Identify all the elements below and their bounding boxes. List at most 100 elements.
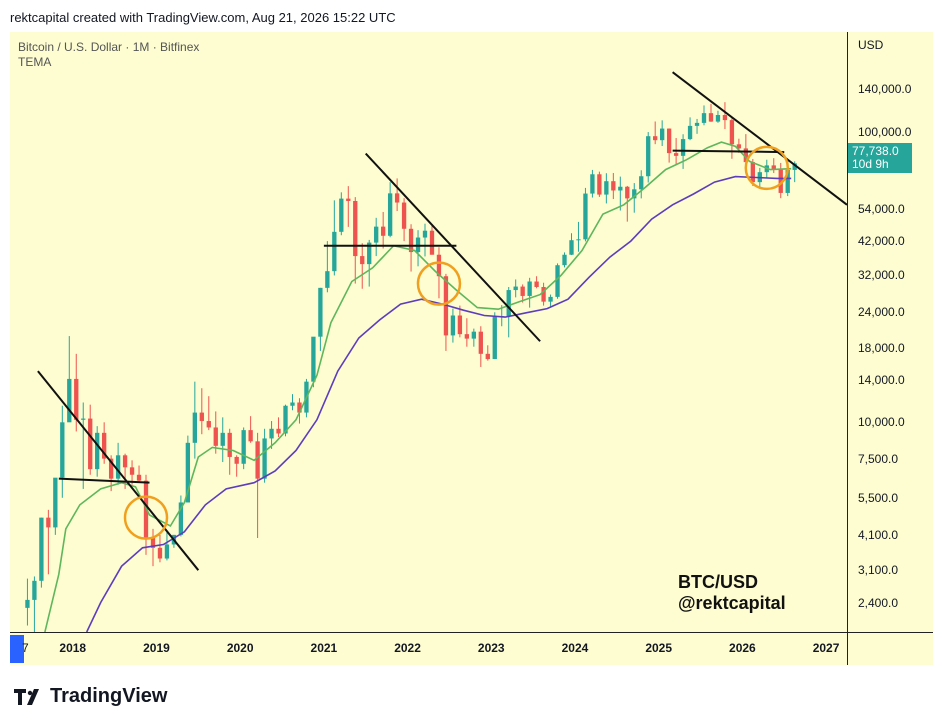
candle-body	[164, 544, 170, 559]
currency-label[interactable]: USD	[858, 38, 884, 52]
candle-body	[729, 120, 735, 145]
candle-body	[220, 432, 225, 446]
candle-body	[722, 115, 728, 121]
candle-body	[234, 456, 239, 464]
price-tick-label: 100,000.0	[858, 124, 912, 139]
candle-body	[122, 455, 128, 468]
candle-body	[325, 271, 330, 288]
candle-body	[618, 186, 623, 191]
candle-body	[115, 455, 121, 479]
price-tick-label: 32,000.0	[858, 268, 905, 283]
candle-body	[367, 242, 372, 265]
price-tick-label: 24,000.0	[858, 304, 905, 319]
chart-container[interactable]: Bitcoin / U.S. Dollar · 1M · Bitfinex TE…	[10, 32, 933, 665]
indicator-name[interactable]: TEMA	[18, 55, 52, 69]
candle-body	[339, 198, 344, 232]
candle-body	[778, 169, 783, 193]
candle-body	[213, 427, 218, 446]
candle-body	[576, 239, 581, 241]
candle-body	[150, 538, 156, 548]
candle-body	[506, 290, 511, 317]
candle-body	[227, 432, 232, 457]
candle-body	[673, 153, 679, 156]
candle-body	[457, 315, 463, 335]
support-line	[672, 149, 785, 154]
chart-header: rektcapital created with TradingView.com…	[10, 10, 396, 25]
candle-body	[283, 405, 288, 434]
symbol-title[interactable]: Bitcoin / U.S. Dollar · 1M · Bitfinex	[18, 40, 200, 54]
candle-body	[129, 467, 135, 475]
scroll-marker[interactable]	[10, 635, 24, 663]
trendline	[672, 71, 847, 206]
candle-body	[108, 458, 114, 479]
candle-body	[387, 193, 393, 236]
price-axis[interactable]: USD 77,738.0 10d 9h 140,000.0 100,000.0 54…	[847, 32, 933, 632]
highlight-circle	[744, 145, 790, 191]
plot-area[interactable]: Bitcoin / U.S. Dollar · 1M · Bitfinex TE…	[10, 32, 847, 632]
year-tick-label: 2024	[561, 641, 589, 655]
candle-body	[81, 418, 86, 420]
year-tick-label: 2026	[729, 641, 756, 655]
price-tick-label: 5,500.0	[858, 490, 899, 505]
candle-body	[157, 547, 163, 559]
trendline	[364, 152, 541, 342]
candle-body	[666, 128, 672, 154]
candle-body	[276, 428, 281, 434]
candle-body	[583, 193, 588, 240]
candle-body	[206, 421, 211, 428]
candle-body	[569, 240, 574, 255]
year-tick-label: 2027	[812, 641, 840, 655]
chart-watermark: BTC/USD @rektcapital	[678, 572, 786, 614]
candle-body	[736, 144, 742, 149]
candle-body	[248, 430, 253, 442]
candle-body	[346, 198, 351, 201]
candle-body	[436, 254, 442, 277]
candle-body	[269, 428, 274, 439]
candle-body	[199, 412, 204, 422]
price-tick-label: 18,000.0	[858, 341, 905, 356]
candle-body	[53, 477, 58, 528]
candle-body	[701, 113, 707, 123]
candle-body	[429, 230, 435, 255]
symbol-info: Bitcoin / U.S. Dollar · 1M · Bitfinex TE…	[18, 40, 199, 70]
candle-body	[646, 136, 651, 177]
candle-body	[492, 316, 497, 360]
time-axis[interactable]: 7 2018 2019 2020 2021 2022 2023 2024 2025 2026 20…	[10, 632, 847, 665]
highlight-circle	[123, 495, 169, 540]
candle-body	[67, 378, 72, 423]
candle-body	[311, 336, 316, 382]
candle-body	[562, 254, 567, 266]
price-tick-label: 54,000.0	[858, 202, 905, 217]
candle-body	[708, 113, 714, 122]
candle-body	[192, 412, 197, 443]
year-tick-label: 2018	[59, 641, 87, 655]
trendline	[37, 370, 200, 571]
price-tick-label: 7,500.0	[858, 451, 899, 466]
candle-body	[743, 148, 749, 163]
price-tick-label: 2,400.0	[858, 595, 899, 610]
candle-body	[46, 517, 51, 528]
candle-body	[632, 189, 637, 199]
candle-body	[694, 122, 700, 126]
candle-body	[450, 315, 456, 336]
candle-body	[715, 115, 721, 122]
candle-body	[39, 517, 44, 581]
year-tick-label: 2023	[477, 641, 505, 655]
candle-countdown: 10d 9h	[852, 157, 889, 172]
price-chart[interactable]	[10, 32, 847, 632]
candle-body	[185, 442, 191, 503]
candle-body	[60, 422, 65, 478]
candle-body	[750, 162, 755, 183]
candle-body	[597, 174, 602, 195]
candle-body	[792, 163, 797, 170]
candle-body	[408, 228, 414, 253]
time-axis-edge-label: 7	[22, 641, 29, 655]
year-tick-label: 2019	[143, 641, 170, 655]
candle-body	[625, 186, 630, 199]
candle-body	[136, 474, 142, 481]
year-tick-label: 2020	[226, 641, 254, 655]
axis-corner	[847, 632, 933, 665]
watermark-author: @rektcapital	[678, 593, 786, 613]
candle-body	[520, 286, 525, 296]
candle-body	[611, 181, 616, 191]
